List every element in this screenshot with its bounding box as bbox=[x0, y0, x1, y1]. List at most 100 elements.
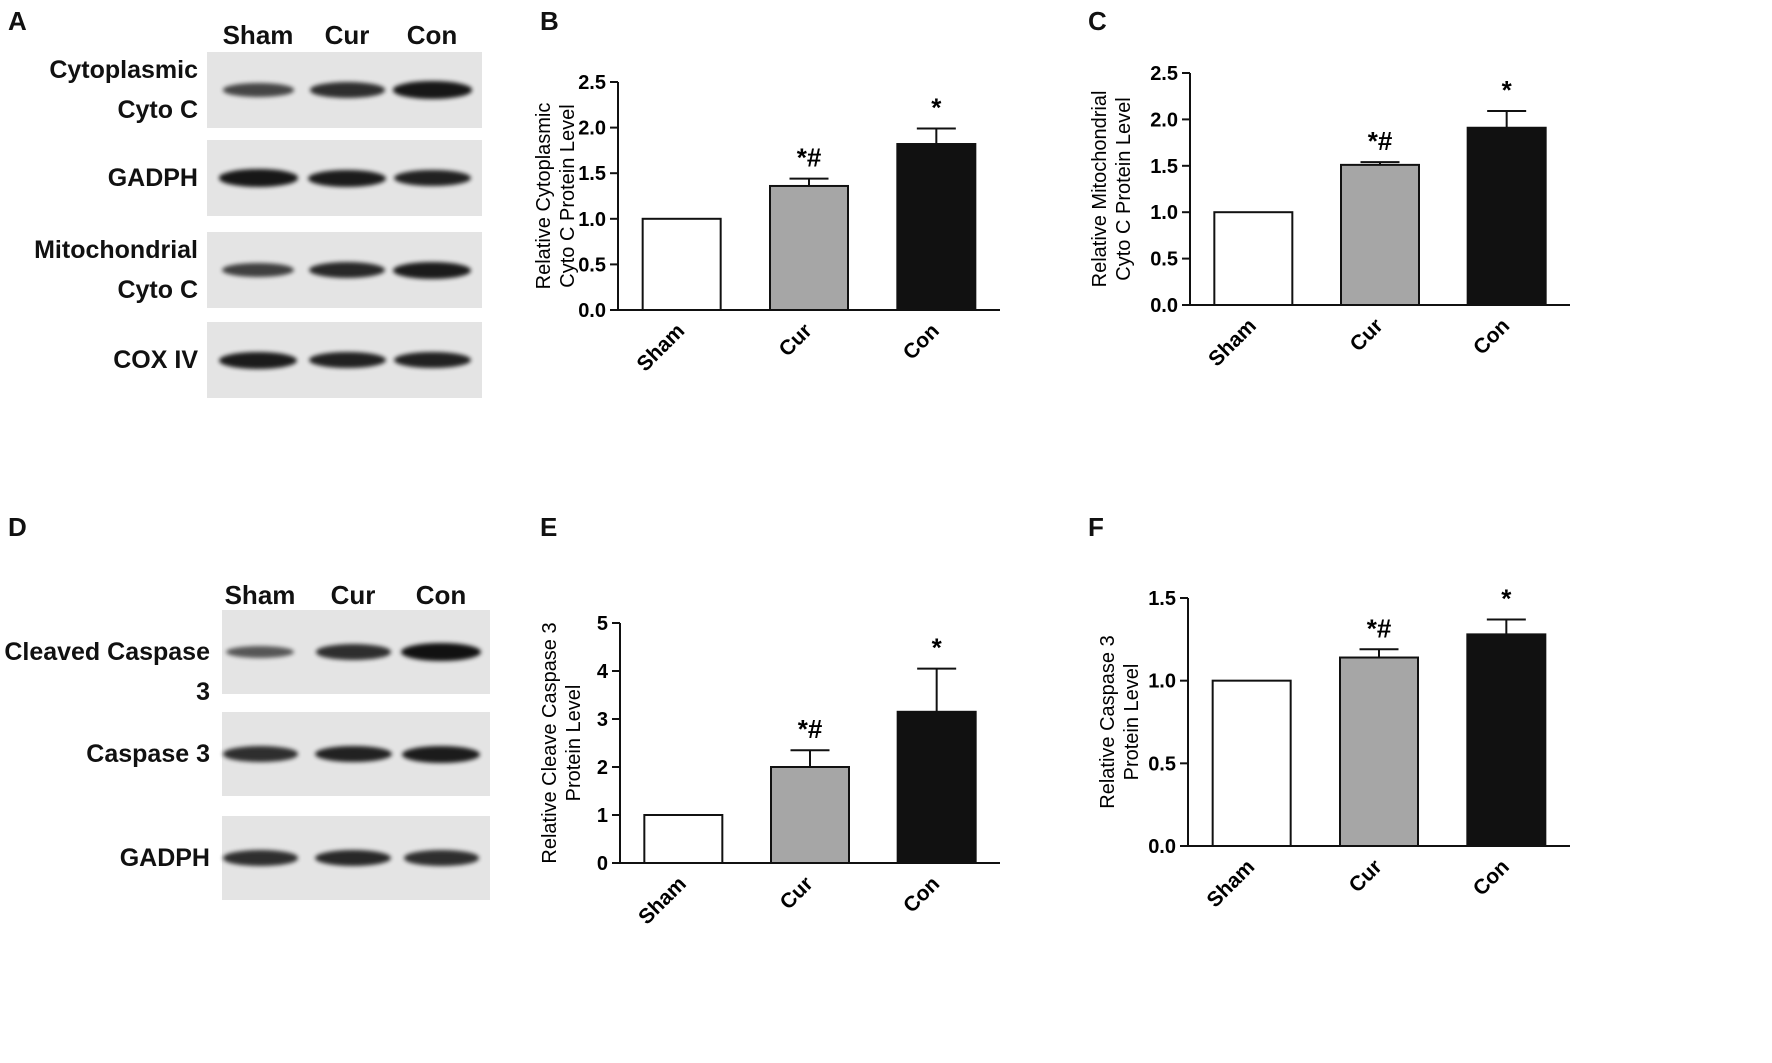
y-tick-label: 1.5 bbox=[1150, 156, 1178, 178]
bar-chart-e: 0 1 2 3 4 5 Relative Cleave Caspase 3 Protein L… bbox=[539, 613, 1000, 929]
blot-a-lane-label: Con bbox=[406, 20, 458, 50]
blot-d-band bbox=[402, 745, 480, 763]
bar-chart-f: 0.0 0.5 1.0 1.5 Relative Caspase 3 Protein Le… bbox=[1097, 583, 1570, 912]
blot-a-lane-label: Sham bbox=[222, 20, 294, 50]
y-tick-label: 1.0 bbox=[1150, 202, 1178, 224]
x-tick-label: Sham bbox=[633, 319, 690, 376]
significance-annotation: *# bbox=[1367, 613, 1392, 643]
bar-con bbox=[896, 710, 977, 864]
x-tick-label: Cur bbox=[1346, 314, 1388, 356]
x-tick-label: Con bbox=[1469, 314, 1514, 359]
y-tick-label: 2.5 bbox=[578, 72, 606, 94]
blot-d-band bbox=[315, 850, 391, 866]
y-tick-label: 1 bbox=[597, 805, 608, 827]
blot-d-lane-label: Con bbox=[415, 580, 467, 610]
bar-sham bbox=[1211, 679, 1292, 847]
blot-d-band bbox=[222, 746, 298, 762]
blot-a-row-label: GADPH bbox=[107, 164, 198, 192]
y-tick-label: 0.0 bbox=[1148, 836, 1176, 858]
x-tick-label: Con bbox=[899, 319, 944, 364]
y-tick-label: 0.5 bbox=[578, 254, 606, 276]
blot-d-row-label: Cleaved Caspase 3 bbox=[4, 638, 210, 706]
x-tick-label: Sham bbox=[634, 872, 691, 929]
blot-a-band bbox=[222, 263, 294, 277]
y-tick-label: 2.0 bbox=[578, 118, 606, 140]
x-tick-label: Cur bbox=[775, 319, 817, 361]
y-tick-label: 2.5 bbox=[1150, 63, 1178, 85]
blot-a-band bbox=[393, 351, 471, 369]
panel-label-b: B bbox=[540, 6, 559, 36]
y-tick-label: 1.0 bbox=[578, 209, 606, 231]
blot-a-band bbox=[393, 169, 471, 187]
y-tick-label: 2.0 bbox=[1150, 109, 1178, 131]
blot-d-row-label: Caspase 3 bbox=[86, 740, 210, 768]
blot-a-band bbox=[392, 81, 472, 99]
blot-d-band bbox=[226, 646, 294, 658]
bar-cur bbox=[1339, 656, 1419, 847]
y-axis-label: Relative Mitochondrial bbox=[1089, 91, 1111, 288]
x-tick-label: Con bbox=[1469, 855, 1514, 900]
bar-cur bbox=[770, 766, 850, 864]
panel-label-d: D bbox=[8, 512, 27, 542]
blot-a-row-label: Mitochondrial Cyto C bbox=[34, 236, 198, 304]
y-tick-label: 0.5 bbox=[1150, 249, 1178, 271]
blot-d-band bbox=[403, 850, 479, 866]
blot-a-band bbox=[222, 83, 294, 97]
x-tick-label: Sham bbox=[1204, 314, 1261, 371]
blot-a-row-label: Cytoplasmic Cyto C bbox=[49, 56, 198, 124]
bar-sham bbox=[641, 217, 722, 311]
bar-con bbox=[1466, 126, 1547, 306]
x-tick-label: Sham bbox=[1203, 855, 1260, 912]
blot-d-band bbox=[314, 745, 392, 763]
y-tick-label: 4 bbox=[597, 661, 609, 683]
y-tick-label: 1.5 bbox=[1148, 588, 1176, 610]
blot-a-band bbox=[309, 262, 385, 278]
blot-a-band bbox=[218, 169, 298, 187]
y-axis-label: Relative Cytoplasmic bbox=[533, 103, 555, 290]
y-tick-label: 0.0 bbox=[578, 300, 606, 322]
panel-label-e: E bbox=[540, 512, 558, 542]
blot-d-lane-label: Cur bbox=[330, 580, 376, 610]
blot-a-band bbox=[309, 82, 385, 98]
panel-label-a: A bbox=[8, 6, 27, 36]
bar-cur bbox=[1340, 163, 1420, 307]
y-tick-label: 0.5 bbox=[1148, 753, 1176, 775]
significance-annotation: * bbox=[1501, 583, 1512, 613]
blot-a-band bbox=[219, 351, 297, 369]
y-tick-label: 3 bbox=[597, 709, 608, 731]
y-axis-label: Cyto C Protein Level bbox=[1113, 97, 1135, 280]
blot-a-band bbox=[393, 261, 471, 279]
blot-a-lane-label: Cur bbox=[324, 20, 370, 50]
blot-d-lane-label: Sham bbox=[224, 580, 296, 610]
y-tick-label: 0 bbox=[597, 853, 608, 875]
bar-con bbox=[896, 143, 977, 311]
blot-a-band bbox=[308, 169, 386, 187]
y-axis-label: Protein Level bbox=[563, 685, 585, 802]
blot-a-row-label: COX IV bbox=[113, 346, 198, 374]
panel-label-f: F bbox=[1088, 512, 1104, 542]
panel-label-c: C bbox=[1088, 6, 1107, 36]
blot-d-row-label: GADPH bbox=[119, 844, 210, 872]
blot-d-band bbox=[401, 643, 481, 661]
significance-annotation: * bbox=[1502, 75, 1513, 105]
x-tick-label: Cur bbox=[1345, 855, 1387, 897]
significance-annotation: *# bbox=[797, 143, 822, 173]
y-tick-label: 2 bbox=[597, 757, 608, 779]
y-tick-label: 5 bbox=[597, 613, 608, 635]
y-axis-label: Relative Cleave Caspase 3 bbox=[539, 622, 561, 863]
bar-cur bbox=[769, 184, 849, 311]
x-tick-label: Cur bbox=[776, 872, 818, 914]
blot-d-band bbox=[222, 850, 298, 866]
y-axis-label: Protein Level bbox=[1121, 664, 1143, 781]
y-tick-label: 0.0 bbox=[1150, 295, 1178, 317]
significance-annotation: *# bbox=[1368, 126, 1393, 156]
blot-a-band bbox=[308, 351, 386, 369]
bar-sham bbox=[1213, 211, 1294, 306]
significance-annotation: * bbox=[931, 93, 942, 123]
bar-chart-c: 0.0 0.5 1.0 1.5 2.0 2.5 Relative Mitochondrial… bbox=[1089, 63, 1570, 371]
y-tick-label: 1.0 bbox=[1148, 671, 1176, 693]
y-axis-label: Relative Caspase 3 bbox=[1097, 635, 1119, 808]
significance-annotation: *# bbox=[798, 714, 823, 744]
x-tick-label: Con bbox=[899, 872, 944, 917]
y-axis-label: Cyto C Protein Level bbox=[557, 104, 579, 287]
